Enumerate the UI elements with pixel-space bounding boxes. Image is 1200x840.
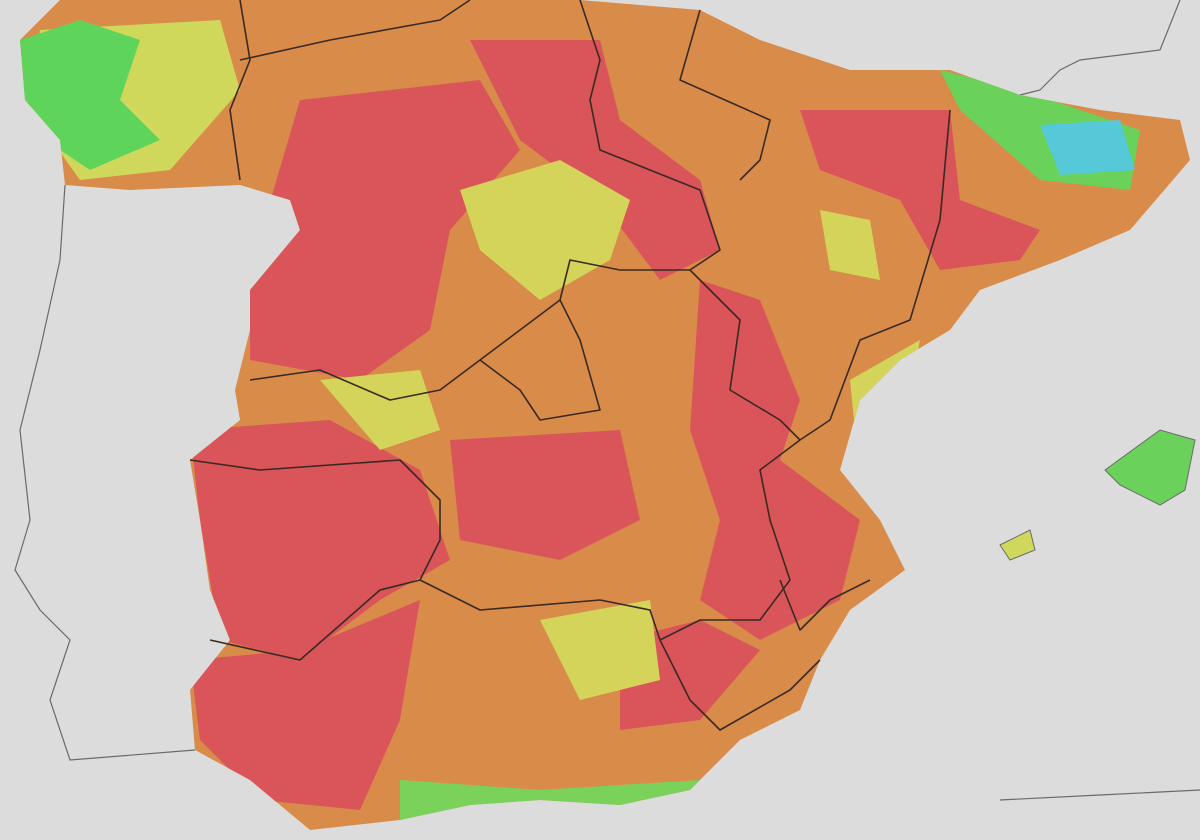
zone-yellow	[540, 600, 660, 700]
zone-red	[190, 420, 450, 660]
zone-yellow	[820, 210, 880, 280]
zone-red	[450, 430, 640, 560]
border	[229, 0, 251, 181]
border	[779, 579, 871, 631]
border	[419, 439, 801, 641]
island-mallorca	[1104, 429, 1196, 506]
zone-cyan	[1040, 120, 1135, 175]
zone-red	[250, 80, 520, 380]
border	[239, 0, 471, 61]
border	[679, 9, 771, 181]
region-borders	[189, 0, 951, 731]
zone-green	[20, 20, 160, 170]
border	[579, 0, 801, 441]
border	[659, 639, 821, 731]
france-coast	[1019, 0, 1181, 96]
zone-red	[190, 600, 420, 810]
island-ibiza	[999, 529, 1036, 561]
border	[479, 299, 601, 421]
portugal-coast	[14, 184, 196, 761]
africa-coast	[999, 789, 1200, 801]
border	[189, 459, 441, 661]
zone-yellow	[460, 160, 630, 300]
border	[799, 109, 951, 441]
zone-yellow	[320, 370, 440, 450]
zone-red	[800, 110, 1040, 270]
zone-red	[470, 40, 720, 280]
